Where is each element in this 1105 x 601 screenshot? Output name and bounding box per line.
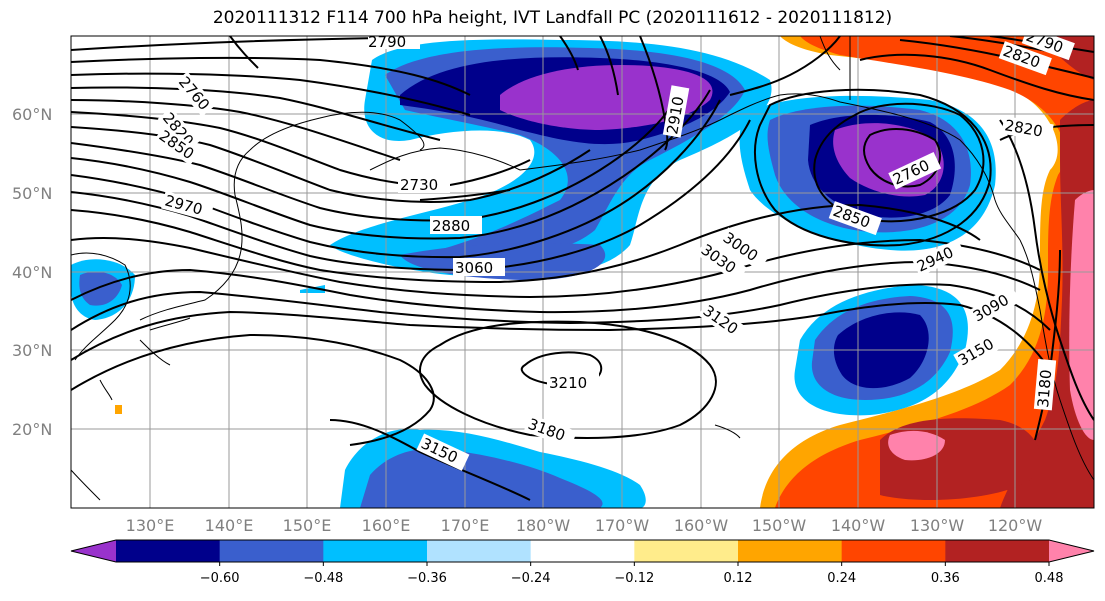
lat-label: 60°N: [12, 105, 52, 124]
colorbar-segment: [116, 540, 221, 562]
lat-label: 40°N: [12, 263, 52, 282]
colorbar: −0.60 −0.48 −0.36 −0.24 −0.12 0.12 0.24 0.36 0.4…: [70, 539, 1095, 586]
lat-label: 20°N: [12, 420, 52, 439]
contour-label: 2880: [432, 217, 470, 235]
height-contours: [71, 36, 1094, 501]
colorbar-segment: [323, 540, 428, 562]
lon-label: 170°E: [441, 516, 490, 535]
colorbar-tick-label: 0.12: [724, 571, 753, 586]
lon-label: 160°W: [674, 516, 729, 535]
colorbar-segment: [945, 540, 1050, 562]
lon-label: 170°W: [595, 516, 650, 535]
lon-label: 180°W: [516, 516, 571, 535]
lon-label: 160°E: [362, 516, 411, 535]
contour-label: 3180: [1034, 369, 1055, 409]
ivt-positive-shading: [115, 36, 1094, 508]
colorbar-ticks: [219, 562, 1050, 566]
colorbar-tick-label: 0.36: [931, 571, 960, 586]
colorbar-segment: [634, 540, 739, 562]
lon-label: 120°W: [988, 516, 1043, 535]
latitude-labels: 60°N 50°N 40°N 30°N 20°N: [12, 105, 52, 439]
contour-labels: 2790 2760 2820 2850 2730 2970 2880 3060 …: [154, 33, 1075, 471]
colorbar-extension-min: [71, 540, 116, 562]
colorbar-segment: [738, 540, 843, 562]
map-frame: [70, 35, 1095, 509]
colorbar-segment: [427, 540, 532, 562]
lon-label: 140°E: [205, 516, 254, 535]
colorbar-tick-label: 0.24: [827, 571, 856, 586]
colorbar-labels: −0.60 −0.48 −0.36 −0.24 −0.12 0.12 0.24 0.36 0.4…: [200, 571, 1064, 586]
contour-label: 3210: [549, 374, 587, 392]
colorbar-tick-label: 0.48: [1035, 571, 1064, 586]
lon-label: 140°W: [831, 516, 886, 535]
colorbar-tick-label: −0.12: [614, 571, 654, 586]
contour-label: 2790: [368, 33, 406, 51]
colorbar-extension-max: [1049, 540, 1094, 562]
colorbar-tick-label: −0.60: [200, 571, 240, 586]
map-plot-area: 2790 2760 2820 2850 2730 2970 2880 3060 …: [71, 33, 1094, 508]
colorbar-tick-label: −0.48: [303, 571, 343, 586]
map-title: 2020111312 F114 700 hPa height, IVT Land…: [212, 8, 893, 28]
lon-label: 150°W: [752, 516, 807, 535]
contour-label: 2730: [400, 176, 438, 194]
lon-label: 130°E: [126, 516, 175, 535]
colorbar-segment: [530, 540, 635, 562]
colorbar-tick-label: −0.24: [511, 571, 551, 586]
coastlines: [71, 36, 1094, 501]
lat-label: 30°N: [12, 341, 52, 360]
colorbar-outline: [70, 539, 1095, 563]
longitude-labels: 130°E 140°E 150°E 160°E 170°E 180°W 170°…: [126, 516, 1043, 535]
colorbar-segment: [219, 540, 324, 562]
colorbar-segments: [70, 539, 1095, 563]
colorbar-tick-label: −0.36: [407, 571, 447, 586]
contour-label: 3060: [455, 259, 493, 277]
lat-label: 50°N: [12, 184, 52, 203]
lon-label: 130°W: [910, 516, 965, 535]
lon-label: 150°E: [283, 516, 332, 535]
colorbar-segment: [841, 540, 946, 562]
